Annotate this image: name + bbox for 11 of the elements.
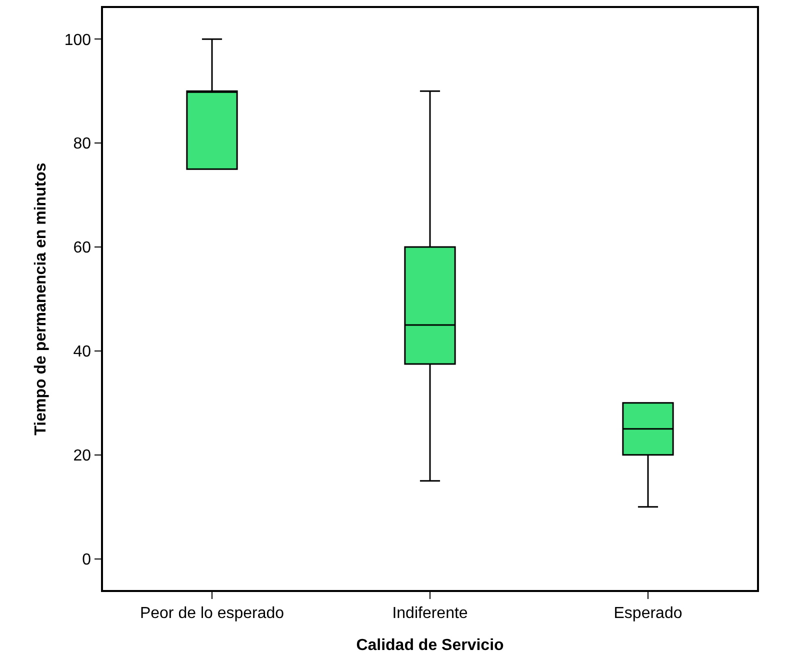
y-tick-label: 80 xyxy=(73,136,92,153)
y-tick-label: 60 xyxy=(73,240,92,257)
x-tick-label: Peor de lo esperado xyxy=(140,604,284,622)
y-tick-label: 40 xyxy=(73,344,92,361)
y-tick-label: 100 xyxy=(64,32,92,49)
y-tick-label: 0 xyxy=(82,551,92,568)
x-axis-title: Calidad de Servicio xyxy=(356,637,504,654)
x-tick-label: Indiferente xyxy=(392,604,468,622)
y-axis-title: Tiempo de permanencia en minutos xyxy=(32,162,50,436)
y-tick-label: 20 xyxy=(73,447,92,464)
x-tick-label: Esperado xyxy=(614,604,682,622)
